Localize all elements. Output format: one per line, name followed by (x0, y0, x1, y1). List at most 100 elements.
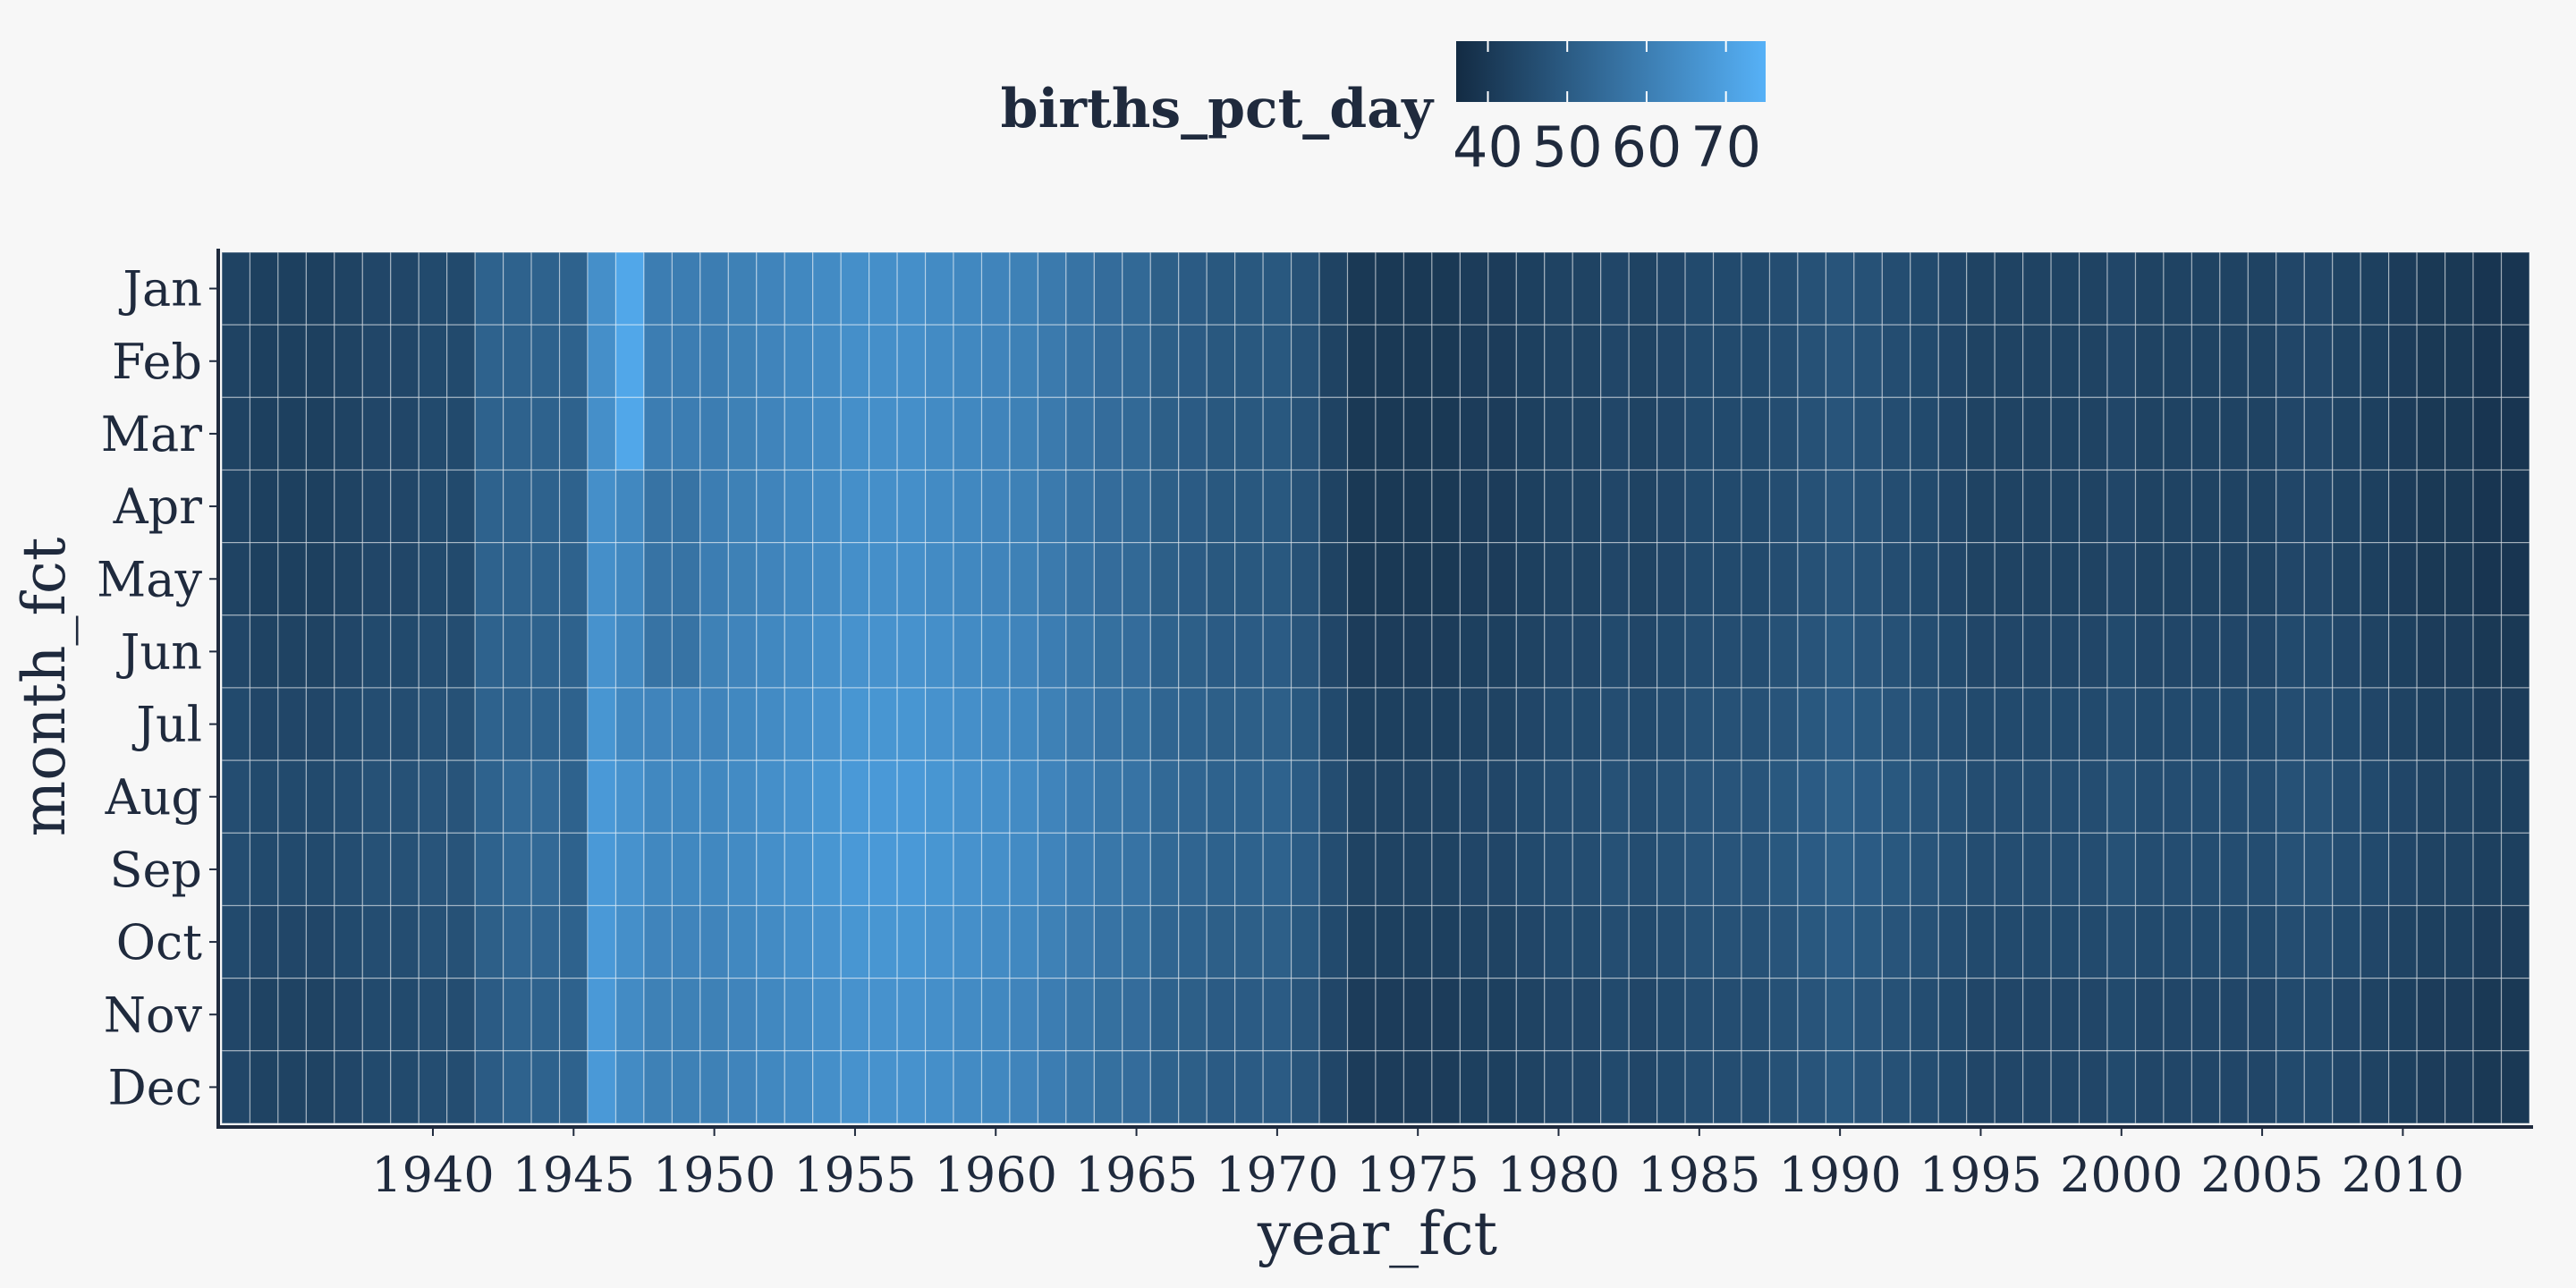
heatmap-cell-1939-may (390, 542, 419, 616)
heatmap-cell-1993-nov (1910, 978, 1939, 1052)
heatmap-cell-1969-jan (1234, 251, 1264, 326)
heatmap-cell-1954-may (812, 542, 842, 616)
heatmap-cell-1965-mar (1122, 396, 1151, 471)
heatmap-cell-1964-jun (1093, 614, 1123, 689)
heatmap-cell-1950-jul (699, 687, 729, 761)
heatmap-cell-1990-jun (1825, 614, 1855, 689)
heatmap-cell-1940-mar (418, 396, 448, 471)
heatmap-cell-1977-nov (1459, 978, 1489, 1052)
heatmap-cell-1962-dec (1037, 1050, 1067, 1124)
heatmap-cell-1997-apr (2022, 469, 2052, 544)
heatmap-cell-1991-jul (1853, 687, 1883, 761)
heatmap-cell-1988-jan (1768, 251, 1799, 326)
heatmap-cell-1972-jul (1318, 687, 1349, 761)
heatmap-cell-1949-dec (671, 1050, 701, 1124)
heatmap-cell-1996-may (1994, 542, 2024, 616)
heatmap-cell-1993-jun (1910, 614, 1939, 689)
heatmap-cell-1955-oct (840, 904, 870, 979)
heatmap-cell-1989-dec (1797, 1050, 1827, 1124)
heatmap-cell-2010-aug (2388, 759, 2418, 834)
heatmap-cell-1957-oct (896, 904, 927, 979)
heatmap-cell-1981-apr (1572, 469, 1602, 544)
heatmap-cell-1935-may (277, 542, 307, 616)
heatmap-cell-1949-sep (671, 832, 701, 907)
heatmap-cell-2013-apr (2472, 469, 2503, 544)
y-tick-label-feb: Feb (112, 334, 202, 390)
heatmap-cell-1985-oct (1684, 904, 1715, 979)
heatmap-cell-1945-may (558, 542, 589, 616)
heatmap-cell-2014-oct (2500, 904, 2530, 979)
heatmap-cell-1946-sep (587, 832, 617, 907)
heatmap-cell-2000-mar (2106, 396, 2137, 471)
heatmap-cell-1993-sep (1910, 832, 1939, 907)
heatmap-cell-1965-sep (1122, 832, 1151, 907)
heatmap-cell-1967-jun (1178, 614, 1208, 689)
heatmap-cell-1945-oct (558, 904, 589, 979)
heatmap-cell-1993-aug (1910, 759, 1939, 834)
heatmap-cell-1980-mar (1544, 396, 1573, 471)
heatmap-cell-1942-dec (474, 1050, 504, 1124)
legend-tick-label-40: 40 (1453, 114, 1523, 180)
heatmap-cell-2006-jul (2275, 687, 2305, 761)
heatmap-cell-1992-feb (1881, 324, 1911, 398)
heatmap-cell-1996-aug (1994, 759, 2024, 834)
heatmap-cell-1994-nov (1937, 978, 1968, 1052)
x-tick-label-2000: 2000 (2060, 1147, 2182, 1203)
heatmap-cell-2001-sep (2134, 832, 2165, 907)
heatmap-cell-1949-jun (671, 614, 701, 689)
heatmap-cell-1942-may (474, 542, 504, 616)
heatmap-cell-2001-mar (2134, 396, 2165, 471)
heatmap-cell-1962-nov (1037, 978, 1067, 1052)
heatmap-cell-1960-mar (980, 396, 1011, 471)
heatmap-cell-1940-jun (418, 614, 448, 689)
heatmap-cell-1972-may (1318, 542, 1349, 616)
heatmap-cell-1947-oct (614, 904, 645, 979)
heatmap-cell-2010-oct (2388, 904, 2418, 979)
heatmap-cell-1951-dec (727, 1050, 758, 1124)
heatmap-cell-1971-dec (1291, 1050, 1320, 1124)
heatmap-cell-1954-feb (812, 324, 842, 398)
heatmap-cell-1968-dec (1206, 1050, 1236, 1124)
heatmap-cell-1994-aug (1937, 759, 1968, 834)
heatmap-cell-1954-oct (812, 904, 842, 979)
heatmap-cell-1936-aug (305, 759, 335, 834)
heatmap-cell-1949-apr (671, 469, 701, 544)
heatmap-cell-1998-mar (2050, 396, 2080, 471)
heatmap-cell-1966-jun (1149, 614, 1180, 689)
heatmap-cell-1939-aug (390, 759, 419, 834)
heatmap-cell-1938-aug (361, 759, 392, 834)
heatmap-cell-1972-mar (1318, 396, 1349, 471)
heatmap-cell-1965-oct (1122, 904, 1151, 979)
heatmap-cell-1963-jun (1065, 614, 1095, 689)
heatmap-cell-1981-jul (1572, 687, 1602, 761)
heatmap-cell-1938-may (361, 542, 392, 616)
heatmap-cell-1970-feb (1262, 324, 1292, 398)
heatmap-cell-1982-dec (1600, 1050, 1630, 1124)
heatmap-cell-1968-aug (1206, 759, 1236, 834)
heatmap-cell-1936-sep (305, 832, 335, 907)
heatmap-cell-1977-feb (1459, 324, 1489, 398)
heatmap-cell-1950-aug (699, 759, 729, 834)
heatmap-cell-2005-mar (2247, 396, 2277, 471)
heatmap-cell-1944-jun (530, 614, 561, 689)
heatmap-cell-1978-aug (1487, 759, 1517, 834)
x-tick-label-1950: 1950 (653, 1147, 775, 1203)
heatmap-cell-1962-jun (1037, 614, 1067, 689)
heatmap-cell-1939-dec (390, 1050, 419, 1124)
x-tick-label-1965: 1965 (1075, 1147, 1198, 1203)
heatmap-cell-2014-jun (2500, 614, 2530, 689)
heatmap-cell-1957-jan (896, 251, 927, 326)
heatmap-cell-1951-may (727, 542, 758, 616)
heatmap-cell-2003-nov (2190, 978, 2221, 1052)
heatmap-cell-2000-sep (2106, 832, 2137, 907)
heatmap-cell-1977-jan (1459, 251, 1489, 326)
heatmap-cell-1944-oct (530, 904, 561, 979)
heatmap-cell-1965-jun (1122, 614, 1151, 689)
heatmap-cell-1999-aug (2078, 759, 2108, 834)
heatmap-cell-1982-feb (1600, 324, 1630, 398)
heatmap-cell-1963-nov (1065, 978, 1095, 1052)
heatmap-cell-1937-oct (334, 904, 363, 979)
heatmap-cell-1978-may (1487, 542, 1517, 616)
heatmap-cell-2001-jul (2134, 687, 2165, 761)
heatmap-cell-1994-jan (1937, 251, 1968, 326)
